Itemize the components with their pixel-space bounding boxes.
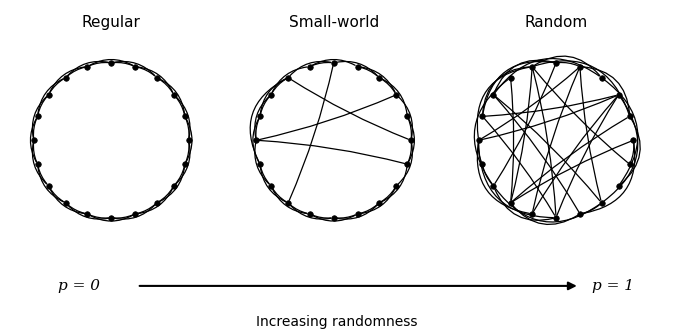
Title: Small-world: Small-world: [288, 15, 379, 30]
Text: p = 0: p = 0: [58, 279, 100, 293]
Title: Random: Random: [524, 15, 588, 30]
Title: Regular: Regular: [82, 15, 141, 30]
Text: p = 1: p = 1: [592, 279, 634, 293]
Text: Increasing randomness: Increasing randomness: [256, 315, 418, 329]
